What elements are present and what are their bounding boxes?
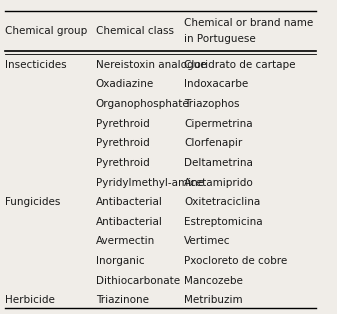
Text: Organophosphate: Organophosphate: [96, 99, 189, 109]
Text: Inorganic: Inorganic: [96, 256, 145, 266]
Text: Triazinone: Triazinone: [96, 295, 149, 305]
Text: Deltametrina: Deltametrina: [184, 158, 253, 168]
Text: Indoxacarbe: Indoxacarbe: [184, 79, 248, 89]
Text: in Portuguese: in Portuguese: [184, 34, 256, 44]
Text: Chemical or brand name: Chemical or brand name: [184, 18, 313, 28]
Text: Pyrethroid: Pyrethroid: [96, 138, 150, 148]
Text: Pxocloreto de cobre: Pxocloreto de cobre: [184, 256, 287, 266]
Text: Oxitetraciclina: Oxitetraciclina: [184, 197, 260, 207]
Text: Herbicide: Herbicide: [4, 295, 54, 305]
Text: Cloridrato de cartape: Cloridrato de cartape: [184, 60, 296, 70]
Text: Antibacterial: Antibacterial: [96, 197, 163, 207]
Text: Metribuzim: Metribuzim: [184, 295, 243, 305]
Text: Fungicides: Fungicides: [4, 197, 60, 207]
Text: Dithiocarbonate: Dithiocarbonate: [96, 276, 180, 286]
Text: Acetamiprido: Acetamiprido: [184, 177, 254, 187]
Text: Clorfenapir: Clorfenapir: [184, 138, 242, 148]
Text: Estreptomicina: Estreptomicina: [184, 217, 263, 227]
Text: Insecticides: Insecticides: [4, 60, 66, 70]
Text: Triazophos: Triazophos: [184, 99, 239, 109]
Text: Mancozebe: Mancozebe: [184, 276, 243, 286]
Text: Avermectin: Avermectin: [96, 236, 155, 246]
Text: Oxadiazine: Oxadiazine: [96, 79, 154, 89]
Text: Vertimec: Vertimec: [184, 236, 231, 246]
Text: Pyrethroid: Pyrethroid: [96, 119, 150, 129]
Text: Nereistoxin analogue: Nereistoxin analogue: [96, 60, 207, 70]
Text: Pyridylmethyl-amine: Pyridylmethyl-amine: [96, 177, 204, 187]
Text: Cipermetrina: Cipermetrina: [184, 119, 252, 129]
Text: Chemical class: Chemical class: [96, 26, 174, 36]
Text: Chemical group: Chemical group: [4, 26, 87, 36]
Text: Pyrethroid: Pyrethroid: [96, 158, 150, 168]
Text: Antibacterial: Antibacterial: [96, 217, 163, 227]
